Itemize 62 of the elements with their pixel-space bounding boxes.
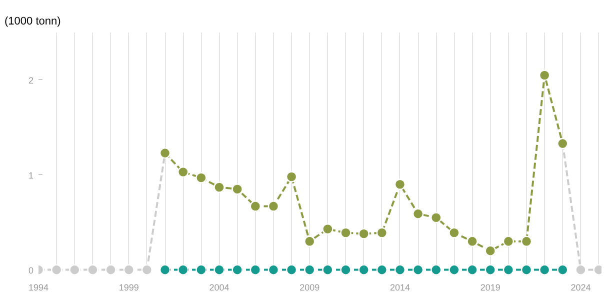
point (268, 200, 280, 212)
x-tick-label: 2004 (209, 282, 230, 292)
point (286, 171, 298, 182)
point (123, 264, 134, 276)
x-tick-label: 2014 (390, 282, 410, 292)
y-tick-label: 2 (28, 75, 34, 86)
point (484, 245, 496, 256)
point (538, 70, 550, 81)
point (50, 264, 62, 276)
point (177, 166, 189, 178)
point (466, 236, 478, 247)
point (214, 182, 225, 193)
point (484, 264, 496, 276)
point (448, 227, 460, 238)
point (87, 264, 98, 276)
point (394, 264, 406, 276)
point (502, 236, 514, 247)
point (394, 178, 406, 190)
point (358, 228, 370, 240)
point (376, 227, 388, 238)
y-axis-title: (1000 tonn) (4, 16, 61, 28)
point (196, 264, 207, 276)
point (430, 264, 442, 276)
point (250, 264, 261, 276)
point (340, 264, 352, 276)
point (340, 227, 352, 238)
x-tick-label: 2024 (570, 282, 591, 292)
point (141, 264, 153, 276)
point (430, 212, 442, 224)
point (232, 264, 243, 276)
point (376, 264, 388, 276)
point (520, 264, 532, 276)
point (412, 264, 424, 276)
point (557, 264, 568, 276)
y-tick-label: 1 (28, 170, 34, 180)
point (520, 236, 532, 247)
point (159, 264, 171, 276)
point (466, 264, 478, 276)
x-tick-label: 1994 (28, 282, 49, 292)
point (196, 172, 207, 184)
point (304, 236, 316, 247)
x-tick-label: 2009 (300, 282, 320, 292)
point (538, 264, 550, 276)
point (304, 264, 316, 276)
point (286, 264, 298, 276)
point (575, 264, 586, 276)
x-tick-label: 1999 (118, 282, 139, 292)
y-tick-label: 0 (28, 265, 34, 276)
point (177, 264, 189, 276)
point (268, 264, 280, 276)
point (250, 200, 261, 212)
point (502, 264, 514, 276)
point (358, 264, 370, 276)
point (214, 264, 225, 276)
point (232, 184, 243, 195)
point (69, 264, 80, 276)
x-tick-label: 2019 (480, 282, 500, 292)
point (322, 223, 334, 235)
point (448, 264, 460, 276)
point (322, 264, 334, 276)
point (105, 264, 116, 276)
point (412, 208, 424, 220)
